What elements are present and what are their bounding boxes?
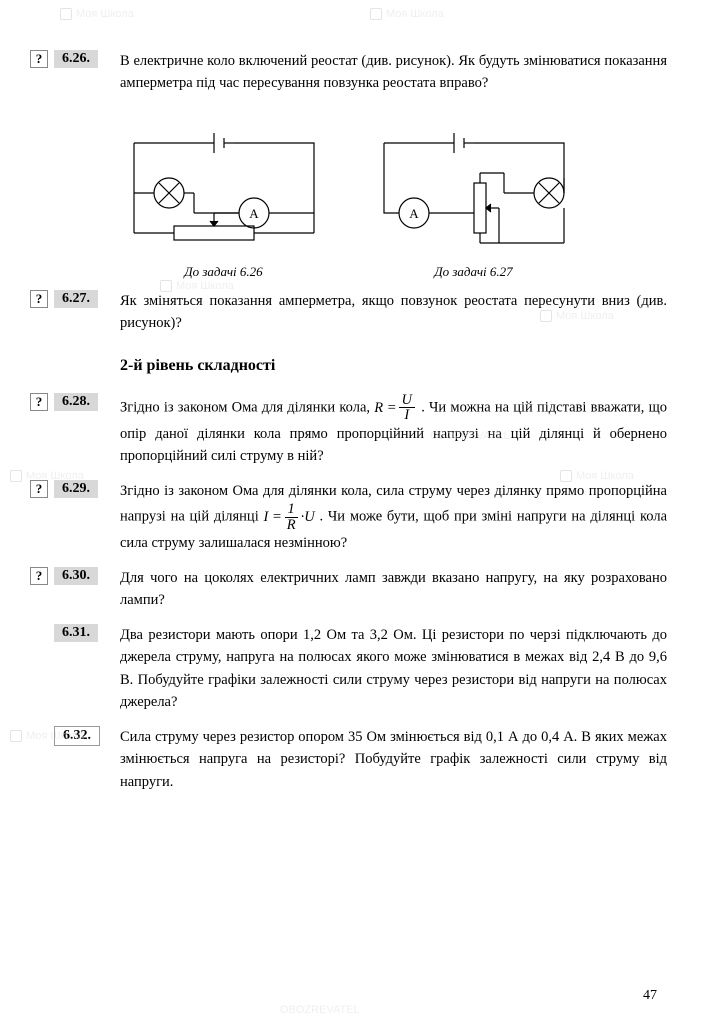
question-mark-icon: ? bbox=[30, 290, 48, 308]
circuit-diagrams: A До задачі 6.26 bbox=[30, 113, 667, 280]
problem-number-cell: ? 6.27. bbox=[30, 290, 120, 308]
problem-text: Сила струму через резистор опором 35 Ом … bbox=[120, 726, 667, 793]
problem-6-32: 6.32. Сила струму через резистор опором … bbox=[30, 726, 667, 793]
fraction: U I bbox=[399, 393, 415, 423]
formula-rhs: ·U bbox=[301, 506, 315, 528]
fraction-num: 1 bbox=[285, 502, 298, 518]
question-mark-icon: ? bbox=[30, 567, 48, 585]
problem-6-27: ? 6.27. Як зміняться показання амперметр… bbox=[30, 290, 667, 335]
text-part: Згідно із законом Ома для ділянки кола, bbox=[120, 399, 374, 415]
fraction: 1 R bbox=[284, 502, 299, 532]
problem-number: 6.27. bbox=[54, 290, 98, 308]
formula-i-eq-u-over-r: I = 1 R ·U bbox=[264, 502, 315, 532]
formula-r-eq-u-over-i: R = U I bbox=[374, 393, 417, 423]
problem-6-29: ? 6.29. Згідно із законом Ома для ділянк… bbox=[30, 480, 667, 555]
problem-6-28: ? 6.28. Згідно із законом Ома для ділянк… bbox=[30, 393, 667, 468]
diagram-6-27: A До задачі 6.27 bbox=[364, 113, 584, 280]
circuit-svg-626: A bbox=[114, 113, 334, 253]
watermark: Моя Школа bbox=[60, 8, 134, 20]
fraction-den: I bbox=[401, 408, 412, 423]
circuit-svg-627: A bbox=[364, 113, 584, 253]
problem-number-cell: ? 6.26. bbox=[30, 50, 120, 68]
problem-number-cell: 6.32. bbox=[30, 726, 120, 746]
diagram-caption: До задачі 6.27 bbox=[364, 264, 584, 280]
watermark: OBOZREVATEL bbox=[280, 1004, 360, 1016]
page-number: 47 bbox=[643, 988, 657, 1004]
problem-number: 6.31. bbox=[54, 624, 98, 642]
problem-text: Два резистори мають опори 1,2 Ом та 3,2 … bbox=[120, 624, 667, 714]
question-mark-icon: ? bbox=[30, 50, 48, 68]
ammeter-label: A bbox=[409, 206, 419, 221]
problem-text: Як зміняться показання амперметра, якщо … bbox=[120, 290, 667, 335]
ammeter-label: A bbox=[249, 206, 259, 221]
formula-lhs: R = bbox=[374, 397, 396, 419]
problem-6-26: ? 6.26. В електричне коло включений реос… bbox=[30, 50, 667, 95]
fraction-num: U bbox=[399, 393, 415, 409]
problem-number: 6.32. bbox=[54, 726, 100, 746]
diagram-6-26: A До задачі 6.26 bbox=[114, 113, 334, 280]
problem-text: В електричне коло включений реостат (див… bbox=[120, 50, 667, 95]
problem-number-cell: ? 6.28. bbox=[30, 393, 120, 411]
problem-text: Згідно із законом Ома для ділянки кола, … bbox=[120, 393, 667, 468]
problem-text: Для чого на цоколях електричних ламп зав… bbox=[120, 567, 667, 612]
problem-number: 6.30. bbox=[54, 567, 98, 585]
section-heading: 2-й рівень складності bbox=[120, 357, 667, 375]
problem-number: 6.29. bbox=[54, 480, 98, 498]
problem-number: 6.28. bbox=[54, 393, 98, 411]
question-mark-icon: ? bbox=[30, 393, 48, 411]
problem-number-cell: ? 6.30. bbox=[30, 567, 120, 585]
problem-text: Згідно із законом Ома для ділянки кола, … bbox=[120, 480, 667, 555]
problem-6-31: 6.31. Два резистори мають опори 1,2 Ом т… bbox=[30, 624, 667, 714]
diagram-caption: До задачі 6.26 bbox=[114, 264, 334, 280]
question-mark-icon: ? bbox=[30, 480, 48, 498]
formula-lhs: I = bbox=[264, 506, 282, 528]
watermark: Моя Школа bbox=[370, 8, 444, 20]
problem-number-cell: ? 6.29. bbox=[30, 480, 120, 498]
problem-6-30: ? 6.30. Для чого на цоколях електричних … bbox=[30, 567, 667, 612]
problem-number-cell: 6.31. bbox=[30, 624, 120, 642]
fraction-den: R bbox=[284, 518, 299, 533]
problem-number: 6.26. bbox=[54, 50, 98, 68]
